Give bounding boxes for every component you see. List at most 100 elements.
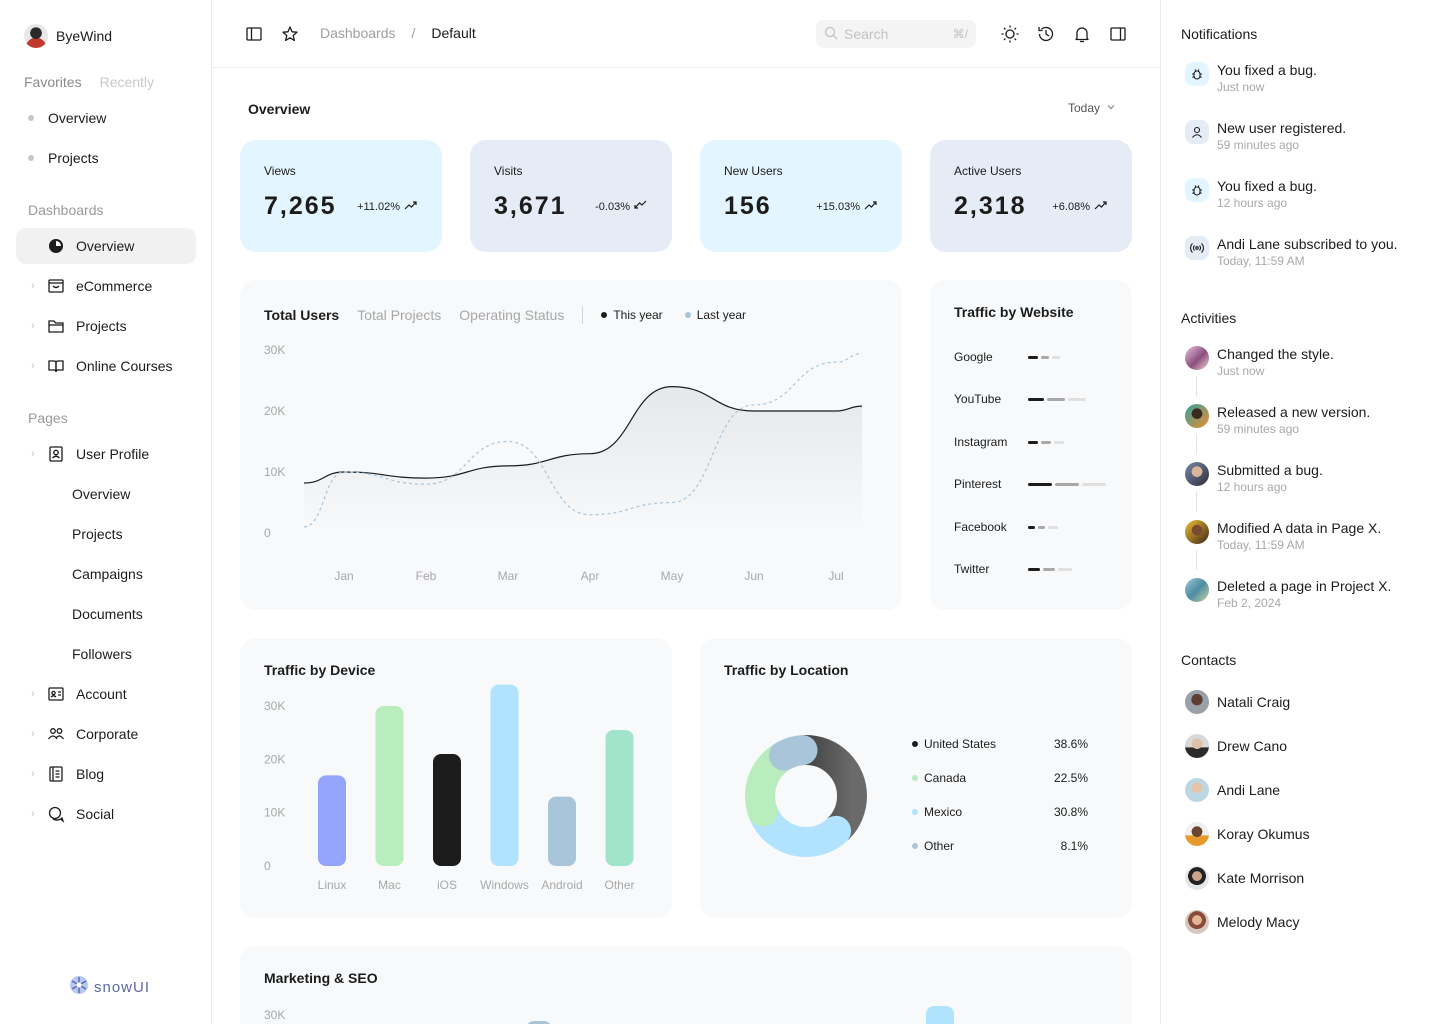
favorite-item-overview[interactable]: Overview	[28, 110, 106, 126]
notification-item[interactable]: You fixed a bug. Just now	[1185, 62, 1317, 94]
device-bar-linux	[318, 775, 346, 866]
sidebar-item-account[interactable]: › Account	[16, 676, 196, 712]
notification-item[interactable]: New user registered. 59 minutes ago	[1185, 120, 1346, 152]
location-row-canada: Canada 22.5%	[912, 771, 1088, 785]
tab-total-users[interactable]: Total Users	[264, 307, 340, 323]
sidebar-item-projects[interactable]: › Projects	[16, 308, 196, 344]
kpi-value: 3,671	[494, 192, 567, 220]
chevron-right-icon: ›	[31, 360, 35, 372]
contact-item[interactable]: Koray Okumus	[1185, 822, 1310, 846]
y-tick-label: 10K	[264, 806, 285, 820]
notification-item[interactable]: Andi Lane subscribed to you. Today, 11:59…	[1185, 236, 1398, 268]
legend-dot	[912, 809, 918, 815]
tab-total-projects[interactable]: Total Projects	[357, 307, 442, 323]
bell-icon[interactable]	[1072, 24, 1092, 44]
brand[interactable]: ByeWind	[24, 24, 112, 48]
tab-operating-status[interactable]: Operating Status	[459, 307, 565, 323]
activity-item[interactable]: Released a new version. 59 minutes ago	[1185, 404, 1370, 436]
traffic-website-card: Traffic by Website Google YouTube Instag…	[930, 280, 1132, 610]
panel-toggle-icon[interactable]	[1108, 24, 1128, 44]
tab-recently[interactable]: Recently	[99, 74, 155, 90]
sidebar-item-ecommerce[interactable]: › eCommerce	[16, 268, 196, 304]
activity-time: Feb 2, 2024	[1217, 596, 1282, 610]
kpi-card-views[interactable]: Views 7,265 +11.02%	[240, 140, 442, 252]
activity-time: Today, 11:59 AM	[1217, 538, 1305, 552]
sidebar-toggle-icon[interactable]	[244, 24, 264, 44]
legend-dot	[684, 312, 691, 318]
location-pct: 38.6%	[1053, 737, 1088, 751]
sidebar-item-blog[interactable]: › Blog	[16, 756, 196, 792]
tab-favorites[interactable]: Favorites	[24, 74, 82, 90]
website-row-google: Google	[954, 350, 1060, 364]
notification-time: 12 hours ago	[1217, 196, 1288, 210]
top-header: Dashboards / Default Search ⌘/	[212, 0, 1160, 68]
activity-item[interactable]: Submitted a bug. 12 hours ago	[1185, 462, 1323, 494]
activity-time: Just now	[1217, 364, 1265, 378]
kpi-change-text: +11.02%	[357, 200, 400, 213]
traffic-device-card: Traffic by Device 0 10K 20K 30K Linux Mac iOS W…	[240, 638, 672, 918]
donut-slice-other	[745, 735, 867, 857]
kpi-change-text: -0.03%	[595, 200, 630, 213]
search-icon	[824, 26, 838, 43]
sidebar-subitem-followers[interactable]: Followers	[72, 646, 132, 662]
x-tick-label: Mar	[498, 569, 519, 583]
x-tick-label: Jul	[828, 569, 843, 583]
contact-item[interactable]: Andi Lane	[1185, 778, 1280, 802]
activity-item[interactable]: Modified A data in Page X. Today, 11:59 A…	[1185, 520, 1381, 552]
device-bar-mac	[375, 706, 404, 866]
sidebar-subitem-campaigns[interactable]: Campaigns	[72, 566, 143, 582]
activity-text: Submitted a bug.	[1217, 462, 1323, 478]
sidebar-item-online-courses[interactable]: › Online Courses	[16, 348, 196, 384]
y-tick-label: 30K	[264, 1008, 286, 1022]
traffic-location-title: Traffic by Location	[724, 662, 849, 678]
sidebar-item-user-profile[interactable]: › User Profile	[16, 436, 196, 472]
activity-item[interactable]: Changed the style. Just now	[1185, 346, 1334, 378]
kpi-card-new-users[interactable]: New Users 156 +15.03%	[700, 140, 902, 252]
location-row-mexico: Mexico 30.8%	[912, 805, 1088, 819]
search-input[interactable]: Search ⌘/	[816, 20, 976, 48]
x-tick-label: Linux	[318, 878, 347, 892]
history-icon[interactable]	[1036, 24, 1056, 44]
kpi-change: -0.03%	[595, 199, 648, 214]
notification-time: Today, 11:59 AM	[1217, 254, 1305, 268]
contact-item[interactable]: Melody Macy	[1185, 910, 1299, 934]
sidebar-item-social[interactable]: › Social	[16, 796, 196, 832]
contact-name: Natali Craig	[1217, 694, 1291, 710]
footer-logo-text: snowUI	[94, 978, 151, 996]
sidebar-subitem-documents[interactable]: Documents	[72, 606, 143, 622]
avatar	[1185, 404, 1209, 428]
range-select[interactable]: Today	[1068, 101, 1116, 115]
x-tick-label: Jun	[744, 569, 763, 583]
breadcrumb-dashboards[interactable]: Dashboards	[320, 25, 396, 41]
notifications-title: Notifications	[1181, 26, 1258, 42]
location-row-other: Other 8.1%	[912, 839, 1088, 853]
kpi-change: +11.02%	[357, 199, 418, 214]
sidebar-subitem-overview[interactable]: Overview	[72, 486, 131, 502]
traffic-location-donut-chart	[745, 735, 867, 857]
contact-item[interactable]: Natali Craig	[1185, 690, 1290, 714]
timeline-line	[1196, 492, 1197, 512]
user-card-icon	[46, 444, 66, 464]
chevron-down-icon	[1106, 101, 1116, 115]
kpi-card-active-users[interactable]: Active Users 2,318 +6.08%	[930, 140, 1132, 252]
website-name: Pinterest	[954, 477, 1002, 491]
sidebar-item-overview[interactable]: Overview	[16, 228, 196, 264]
legend-label: This year	[613, 308, 663, 322]
sun-icon[interactable]	[1000, 24, 1020, 44]
contact-item[interactable]: Drew Cano	[1185, 734, 1287, 758]
series-area-this-year	[304, 386, 862, 533]
breadcrumb-default[interactable]: Default	[431, 25, 476, 41]
notification-item[interactable]: You fixed a bug. 12 hours ago	[1185, 178, 1317, 210]
legend-dot	[601, 312, 608, 318]
contact-item[interactable]: Kate Morrison	[1185, 866, 1304, 890]
donut-slice-mexico	[745, 735, 867, 857]
star-icon[interactable]	[280, 24, 300, 44]
sidebar-subitem-projects[interactable]: Projects	[72, 526, 123, 542]
sidebar-item-corporate[interactable]: › Corporate	[16, 716, 196, 752]
favorite-item-projects[interactable]: Projects	[28, 150, 99, 166]
breadcrumb-separator: /	[411, 25, 416, 41]
activity-item[interactable]: Deleted a page in Project X. Feb 2, 2024	[1185, 578, 1391, 610]
kpi-card-visits[interactable]: Visits 3,671 -0.03%	[470, 140, 672, 252]
y-tick-label: 20K	[264, 404, 285, 418]
location-row-united-states: United States 38.6%	[912, 737, 1088, 751]
